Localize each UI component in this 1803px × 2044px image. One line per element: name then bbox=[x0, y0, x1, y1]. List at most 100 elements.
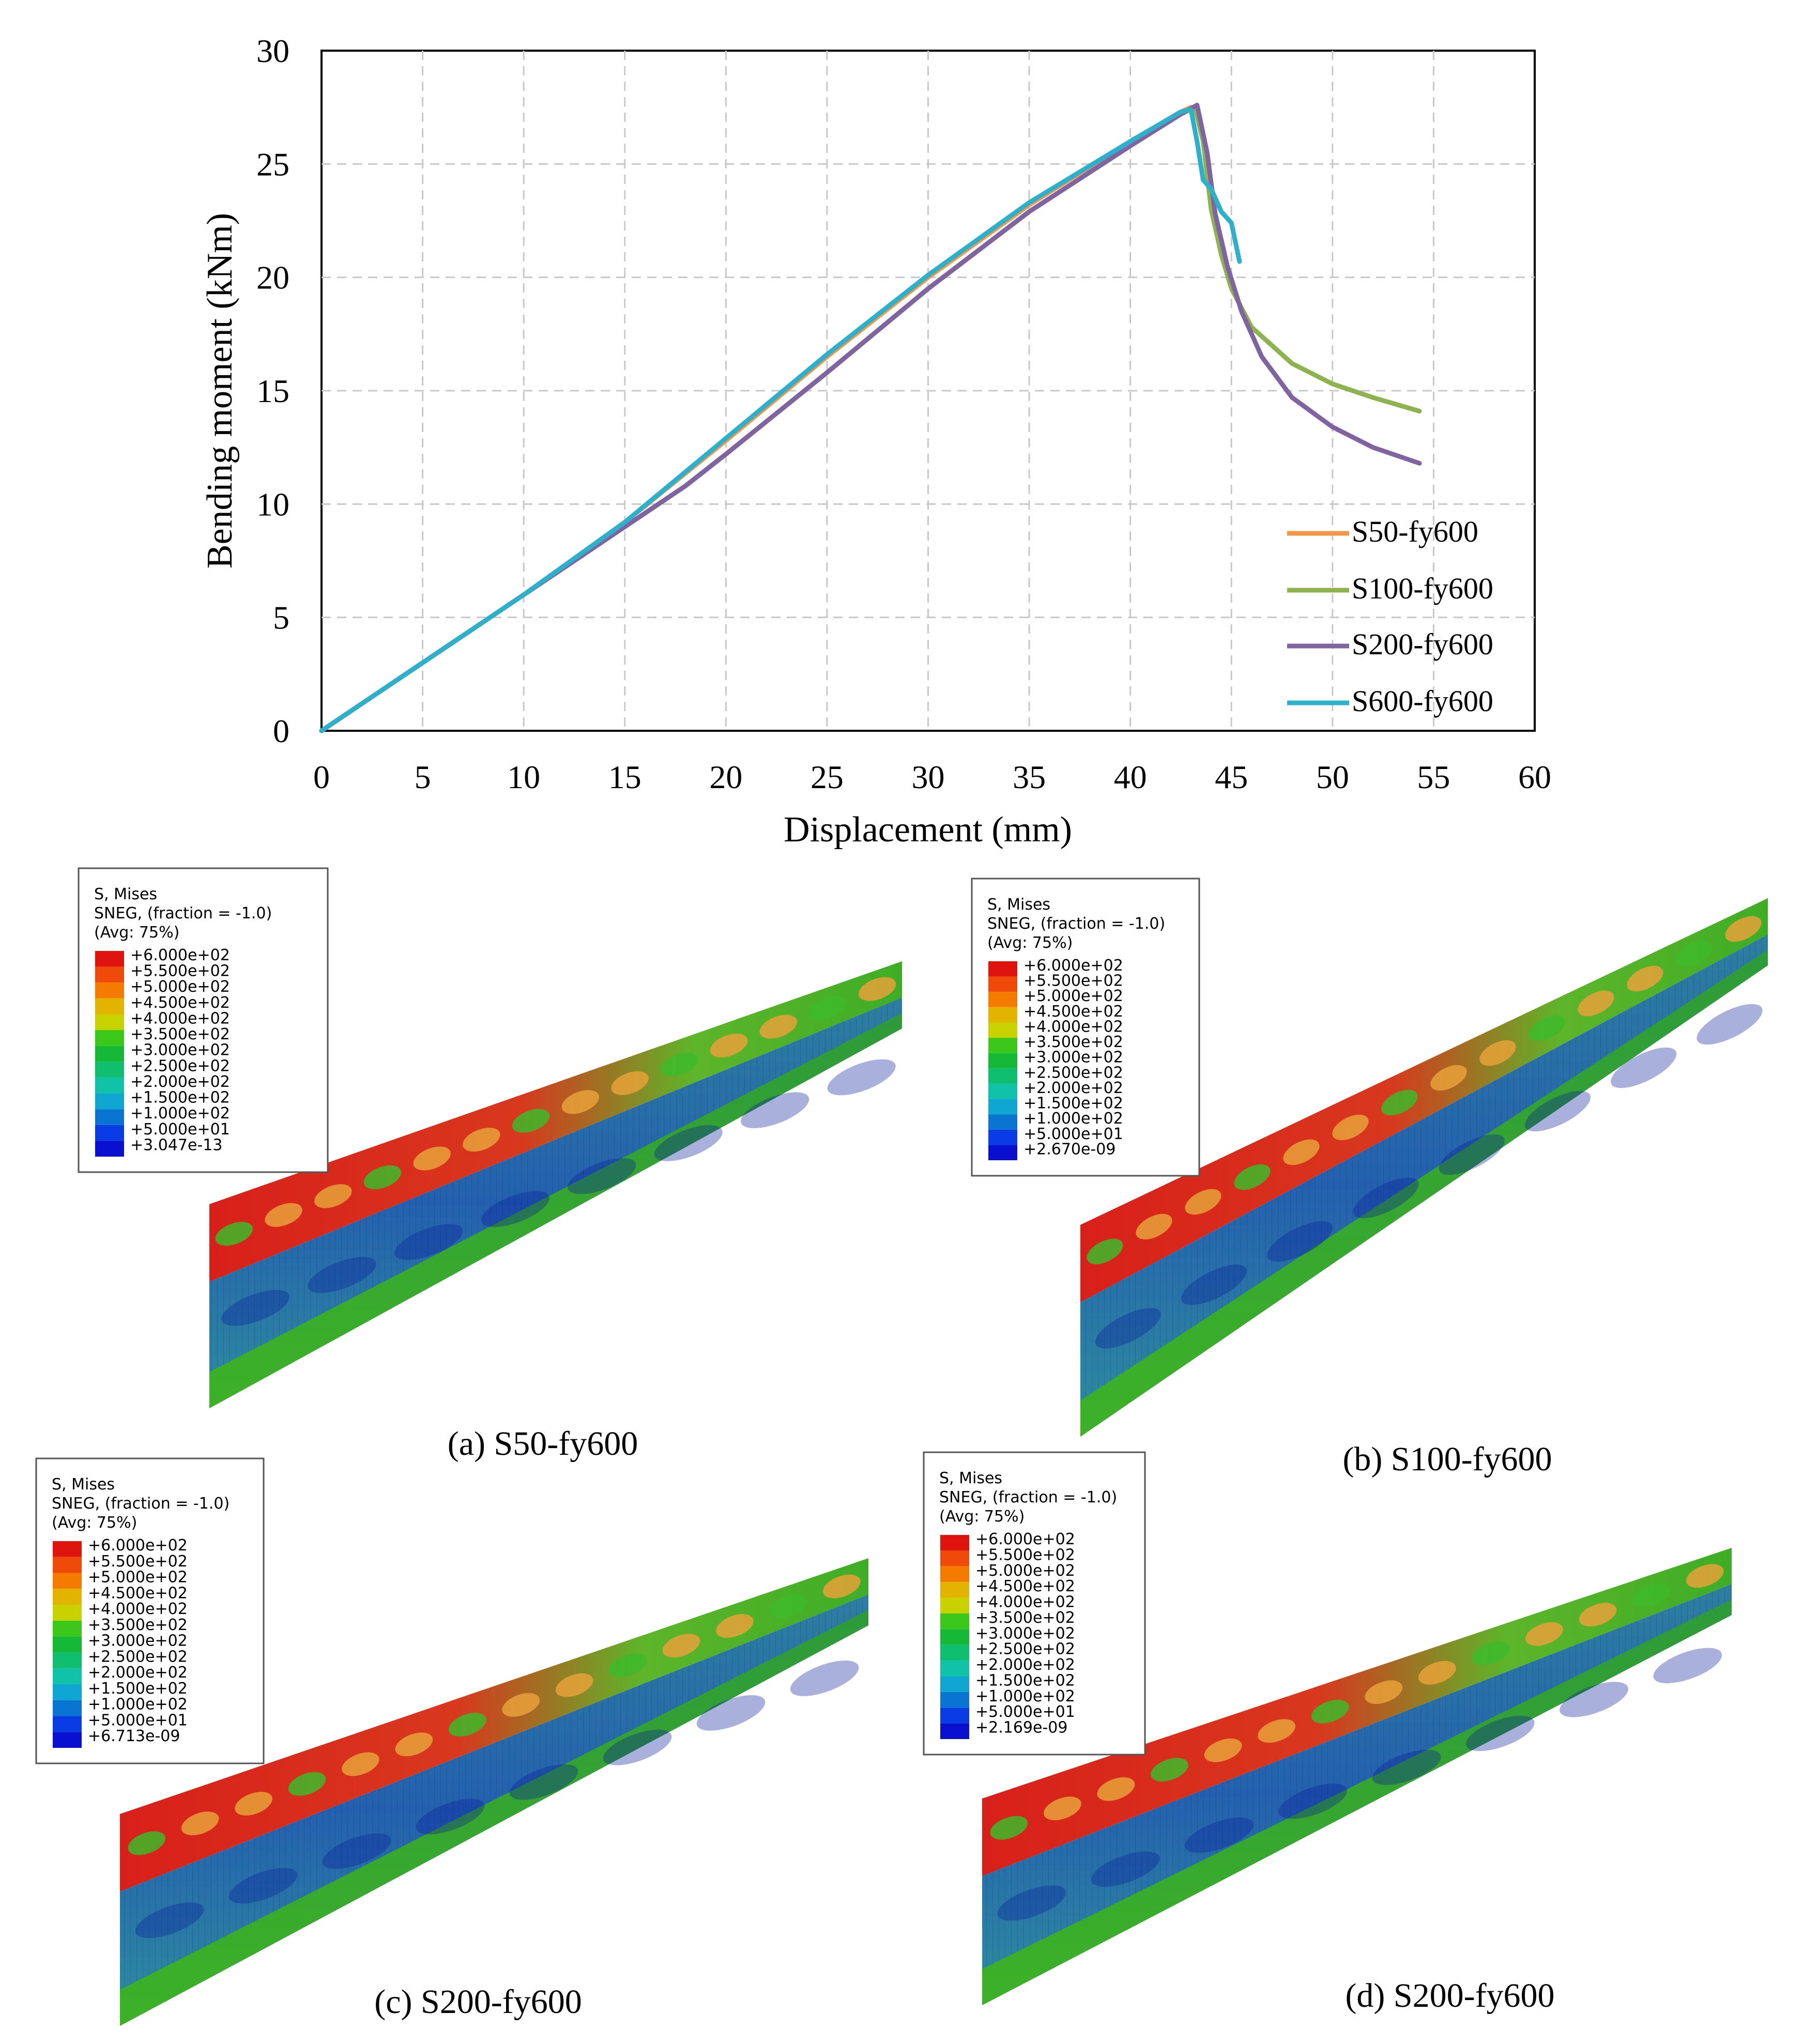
legend-value: +4.500e+02 bbox=[88, 1584, 188, 1602]
legend-value: +4.000e+02 bbox=[88, 1600, 188, 1618]
buckle-spot bbox=[790, 1661, 859, 1696]
buckle-spot bbox=[654, 1125, 723, 1161]
buckle-spot bbox=[228, 1868, 298, 1904]
legend-title: S, Mises bbox=[939, 1469, 1002, 1487]
legend-color-swatch bbox=[53, 1541, 82, 1557]
legend-subtitle: SNEG, (fraction = -1.0) bbox=[52, 1495, 230, 1513]
x-tick-label: 60 bbox=[1518, 759, 1551, 795]
stress-spot bbox=[661, 1052, 698, 1077]
legend-value: +6.713e-09 bbox=[88, 1727, 180, 1745]
panel-caption: (c) S200-fy600 bbox=[374, 1983, 582, 2021]
legend-value: +1.500e+02 bbox=[130, 1089, 230, 1107]
legend-avg: (Avg: 75%) bbox=[987, 934, 1073, 952]
legend-color-swatch bbox=[53, 1605, 82, 1621]
legend-value: +6.000e+02 bbox=[88, 1536, 188, 1555]
legend-value: +2.000e+02 bbox=[1023, 1079, 1123, 1097]
stress-spot bbox=[1676, 941, 1713, 967]
stress-spot bbox=[1311, 1699, 1349, 1724]
data-series bbox=[319, 102, 1422, 733]
buckle-spot bbox=[827, 1059, 896, 1096]
stress-spot bbox=[710, 1033, 748, 1058]
stress-spot bbox=[662, 1634, 700, 1658]
buckle-spot bbox=[221, 1289, 290, 1326]
stress-spot bbox=[1332, 1114, 1369, 1141]
legend-color-swatch bbox=[988, 1083, 1017, 1099]
legend-value: +2.169e-09 bbox=[975, 1719, 1067, 1737]
legend-color-swatch bbox=[53, 1716, 82, 1732]
y-tick-label: 15 bbox=[256, 373, 289, 409]
buckle-spot bbox=[997, 1885, 1066, 1921]
buckle-spot bbox=[135, 1902, 204, 1939]
buckle-spot bbox=[1524, 1090, 1591, 1132]
legend-value: +3.500e+02 bbox=[130, 1025, 230, 1043]
stress-spot bbox=[858, 977, 896, 1001]
legend-value: +5.000e+01 bbox=[130, 1120, 230, 1139]
panel-caption: (b) S100-fy600 bbox=[1342, 1440, 1552, 1478]
y-tick-label: 30 bbox=[256, 33, 289, 69]
legend-color-swatch bbox=[95, 951, 124, 967]
axis-ticks: 0 5 10 15 20 25 30 35 40 45 50 55 60 0 5 10 15 20 25 30 bbox=[256, 33, 1551, 795]
legend-avg: (Avg: 75%) bbox=[94, 924, 179, 942]
legend-value: +2.000e+02 bbox=[88, 1664, 188, 1682]
x-axis-label: Displacement (mm) bbox=[784, 810, 1072, 850]
legend-color-swatch bbox=[95, 1125, 124, 1141]
legend-color-swatch bbox=[940, 1566, 969, 1582]
legend-value: +5.500e+02 bbox=[1023, 972, 1123, 990]
buckle-spot bbox=[1611, 1047, 1677, 1088]
stress-spot bbox=[235, 1792, 272, 1816]
legend-value: +1.500e+02 bbox=[975, 1671, 1075, 1689]
legend-title: S, Mises bbox=[52, 1476, 115, 1494]
stress-spot bbox=[448, 1713, 486, 1737]
legend-value: +3.000e+02 bbox=[130, 1041, 230, 1059]
buckle-spot bbox=[1278, 1784, 1348, 1819]
buckle-spot bbox=[1465, 1715, 1535, 1751]
legend-value: +1.500e+02 bbox=[1023, 1095, 1123, 1113]
stress-spot bbox=[1204, 1738, 1242, 1762]
legend-value: +5.500e+02 bbox=[130, 962, 230, 980]
x-tick-label: 0 bbox=[313, 759, 330, 795]
buckle-spot bbox=[1697, 1004, 1763, 1045]
legend-value: +5.000e+02 bbox=[1023, 987, 1123, 1005]
legend-color-swatch bbox=[95, 1141, 124, 1157]
x-tick-label: 45 bbox=[1215, 759, 1248, 795]
legend-color-swatch bbox=[95, 1077, 124, 1094]
legend-value: +5.000e+02 bbox=[130, 978, 230, 996]
stress-spot bbox=[1087, 1238, 1123, 1265]
stress-spot bbox=[1529, 1015, 1565, 1041]
legend-value: +3.000e+02 bbox=[88, 1632, 188, 1650]
legend-value: +2.500e+02 bbox=[1023, 1064, 1123, 1082]
stress-spot bbox=[288, 1772, 326, 1796]
legend-color-swatch bbox=[988, 1007, 1017, 1023]
stress-spot bbox=[265, 1203, 302, 1227]
x-tick-label: 25 bbox=[811, 759, 844, 795]
stress-spot bbox=[716, 1614, 754, 1638]
legend-color-swatch bbox=[95, 1093, 124, 1110]
legend-color-swatch bbox=[988, 1114, 1017, 1130]
legend-color-swatch bbox=[53, 1652, 82, 1669]
y-tick-label: 0 bbox=[273, 713, 289, 749]
stress-spot bbox=[1472, 1641, 1510, 1666]
buckle-spot bbox=[1653, 1648, 1722, 1683]
buckle-spot bbox=[696, 1695, 766, 1731]
legend-color-swatch bbox=[940, 1692, 969, 1708]
buckle-spot bbox=[416, 1799, 485, 1835]
x-tick-label: 20 bbox=[709, 759, 742, 795]
chart-legend: S50-fy600 S100-fy600 S200-fy600 S600-fy600 bbox=[1287, 515, 1493, 718]
legend-color-swatch bbox=[95, 966, 124, 983]
legend-value: +3.500e+02 bbox=[975, 1609, 1075, 1627]
x-tick-label: 10 bbox=[507, 759, 540, 795]
legend-color-swatch bbox=[53, 1684, 82, 1700]
stress-spot bbox=[809, 996, 847, 1020]
panel-caption: (a) S50-fy600 bbox=[448, 1425, 638, 1463]
legend-value: +2.500e+02 bbox=[88, 1648, 188, 1666]
stress-spot bbox=[1627, 965, 1663, 992]
legend-value: +4.000e+02 bbox=[130, 1009, 230, 1027]
stress-spot bbox=[363, 1165, 402, 1190]
legend-color-swatch bbox=[940, 1582, 969, 1598]
stress-spot bbox=[1365, 1680, 1403, 1704]
x-tick-label: 30 bbox=[912, 759, 945, 795]
legend-value: +3.000e+02 bbox=[975, 1624, 1075, 1642]
